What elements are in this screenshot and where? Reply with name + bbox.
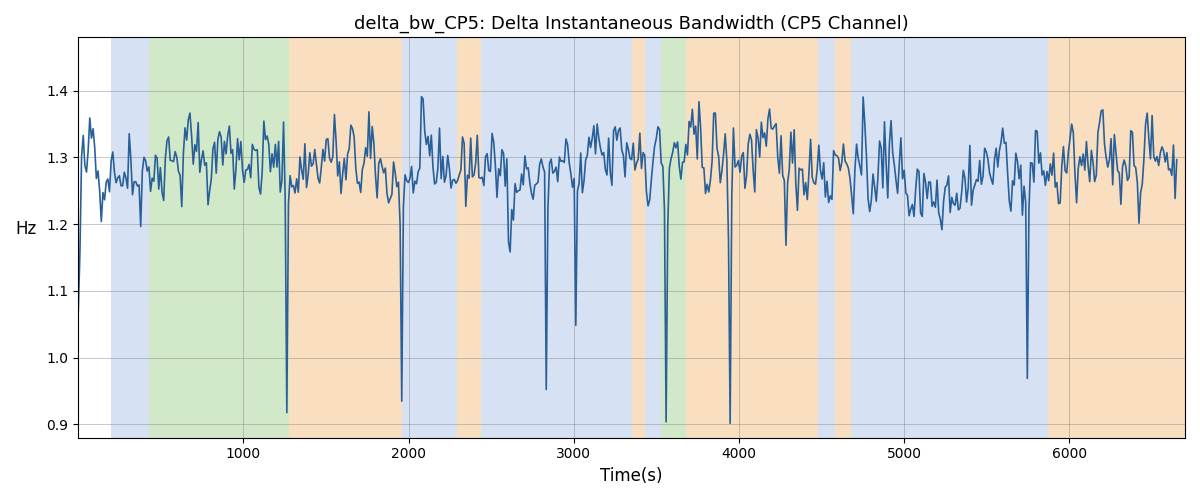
Bar (481, 38, 631, 438)
Bar (686, 38, 818, 438)
Bar (110, 38, 149, 438)
Bar (456, 38, 481, 438)
Y-axis label: Hz: Hz (14, 220, 36, 238)
Bar (644, 38, 661, 438)
Bar (851, 38, 1048, 438)
X-axis label: Time(s): Time(s) (600, 467, 662, 485)
Bar (631, 38, 644, 438)
Bar (289, 38, 402, 438)
Bar (818, 38, 835, 438)
Bar (661, 38, 686, 438)
Title: delta_bw_CP5: Delta Instantaneous Bandwidth (CP5 Channel): delta_bw_CP5: Delta Instantaneous Bandwi… (354, 15, 910, 34)
Bar (1048, 38, 1078, 438)
Bar (1078, 38, 1186, 438)
Bar (835, 38, 851, 438)
Bar (402, 38, 456, 438)
Bar (149, 38, 289, 438)
